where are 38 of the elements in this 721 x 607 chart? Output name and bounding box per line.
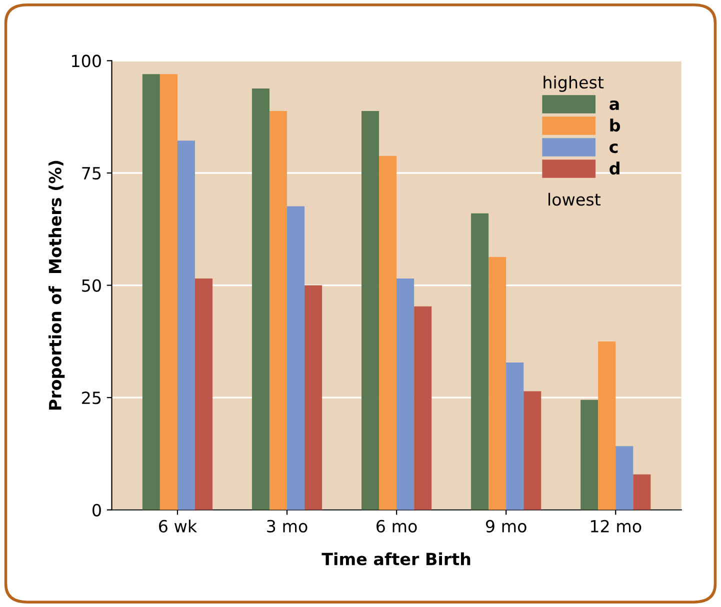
bar bbox=[304, 285, 322, 510]
x-tick-label: 6 mo bbox=[376, 520, 417, 533]
legend-label: c bbox=[610, 143, 618, 154]
y-axis-title: Proportion of Mothers (%) bbox=[48, 160, 65, 410]
bar bbox=[252, 88, 270, 510]
bar bbox=[142, 74, 160, 510]
bar bbox=[160, 74, 178, 510]
y-tick-label: 0 bbox=[92, 504, 101, 516]
x-tick-label: 6 wk bbox=[159, 520, 198, 533]
bar bbox=[506, 362, 524, 510]
bar bbox=[269, 111, 288, 510]
legend-title: highest bbox=[544, 76, 604, 92]
legend-label: d bbox=[610, 162, 620, 175]
bar bbox=[177, 140, 196, 510]
bar bbox=[287, 206, 305, 510]
x-axis-title: Time after Birth bbox=[322, 552, 470, 566]
bar bbox=[633, 474, 651, 510]
y-tick-label: 50 bbox=[82, 279, 101, 292]
y-tick-label: 100 bbox=[72, 54, 101, 68]
bar bbox=[524, 391, 542, 510]
bar bbox=[488, 256, 506, 510]
legend-label: b bbox=[610, 118, 620, 132]
bar bbox=[362, 111, 380, 510]
y-tick-label: 75 bbox=[82, 167, 101, 180]
x-tick-label: 3 mo bbox=[267, 520, 308, 533]
bar bbox=[580, 400, 598, 510]
x-tick-label: 12 mo bbox=[590, 520, 642, 533]
bar bbox=[195, 278, 213, 510]
bar bbox=[598, 341, 616, 510]
bar bbox=[414, 306, 432, 510]
bar bbox=[471, 213, 489, 510]
y-tick-label: 25 bbox=[82, 392, 101, 404]
x-tick-label: 9 mo bbox=[486, 520, 526, 533]
bar bbox=[396, 278, 414, 510]
legend-label: a bbox=[610, 100, 619, 110]
bar bbox=[379, 156, 397, 510]
bar bbox=[616, 446, 634, 510]
annotation: lowest bbox=[548, 192, 600, 206]
